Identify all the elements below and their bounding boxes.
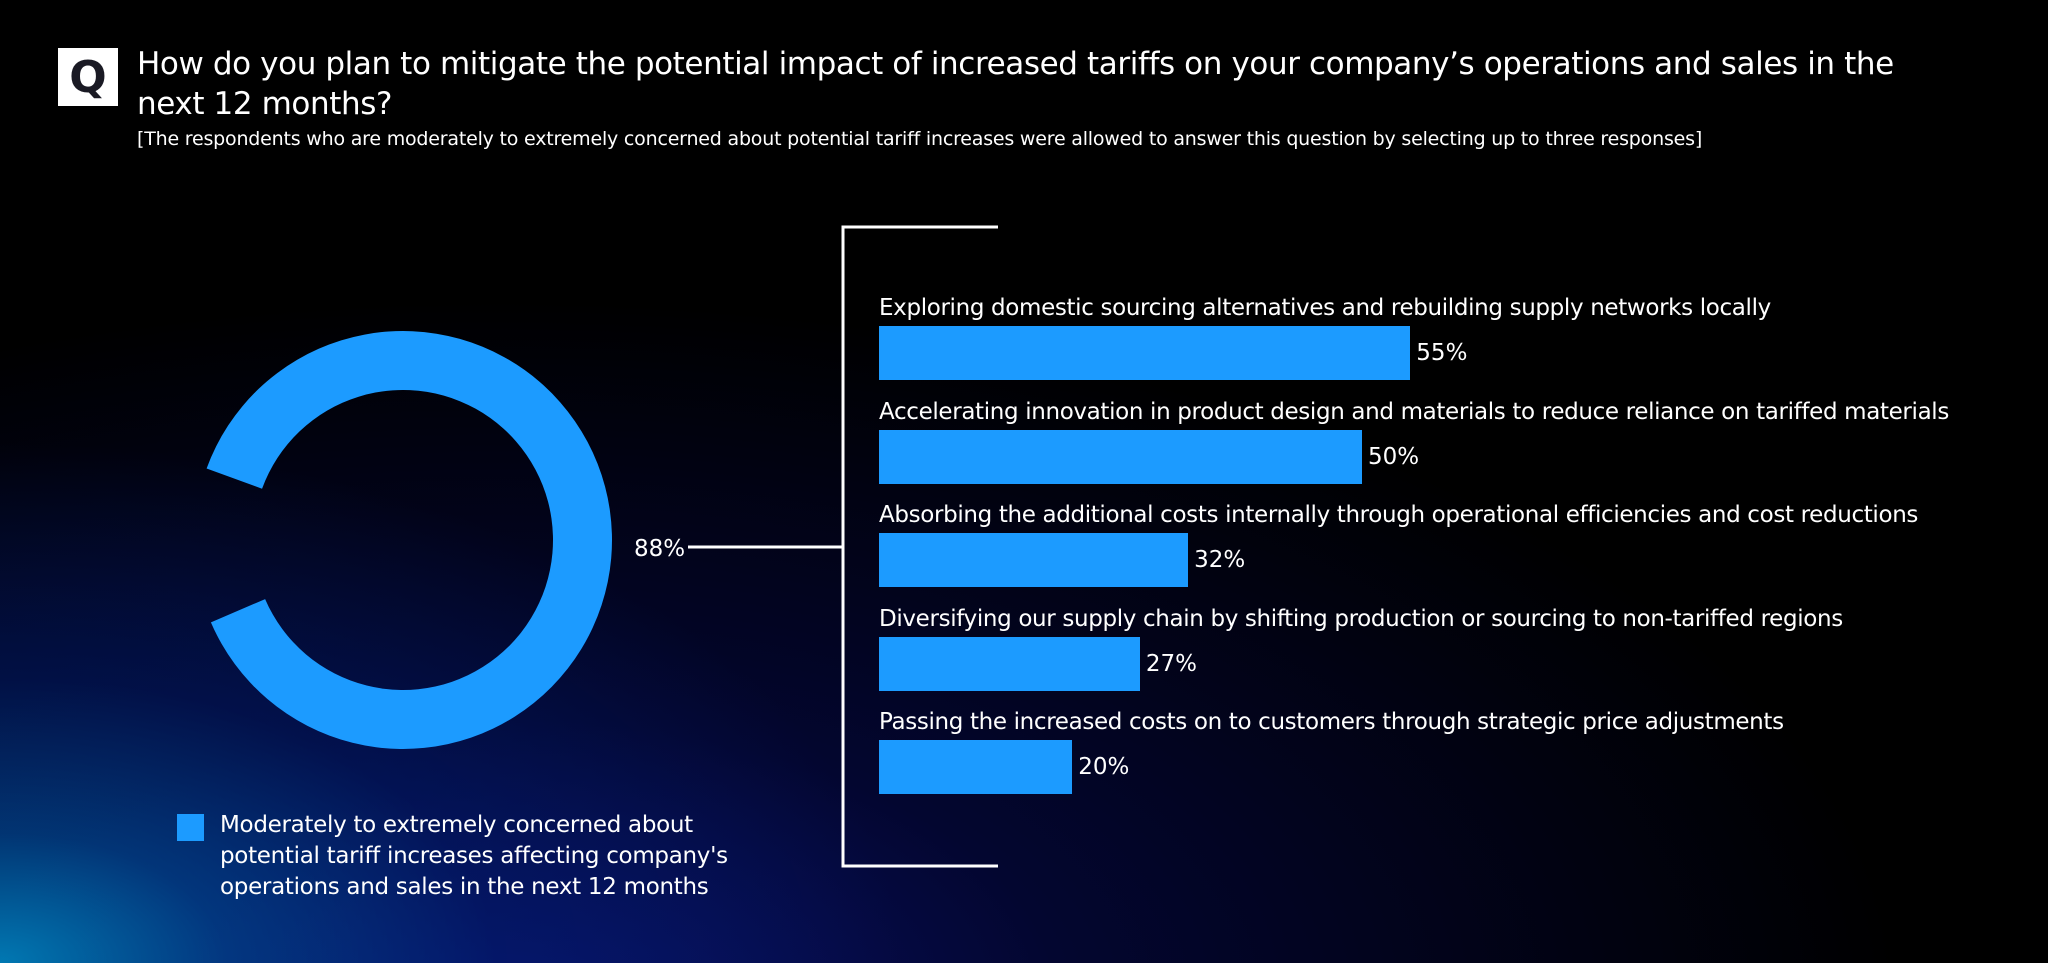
legend-swatch [177,814,204,841]
bar-category-label: Exploring domestic sourcing alternatives… [879,295,1771,321]
bar-category-label: Passing the increased costs on to custom… [879,709,1784,735]
bar-item: Accelerating innovation in product desig… [879,396,2039,484]
bar [879,326,1411,380]
bar [879,533,1189,587]
bar-row: 50% [879,429,2039,484]
page-title: How do you plan to mitigate the potentia… [137,46,1894,122]
bar-category-label: Absorbing the additional costs internall… [879,502,1919,528]
bar [879,740,1073,794]
bar-category-label: Accelerating innovation in product desig… [879,398,1949,425]
bar-value-label: 55% [1416,340,1468,366]
bar-item: Absorbing the additional costs internall… [879,499,2039,587]
bar [879,429,1362,484]
donut-arc-concerned [206,330,612,749]
bar [879,636,1140,691]
bar-row: 20% [879,740,2039,794]
bar-value-label: 27% [1145,650,1197,677]
bar-value-label: 20% [1078,754,1130,780]
donut-value-label: 88% [634,536,686,562]
page-subtitle: [The respondents who are moderately to e… [137,128,1703,150]
bar-category-label: Diversifying our supply chain by shiftin… [879,605,1843,632]
bar-item: Diversifying our supply chain by shiftin… [879,603,2039,691]
bar-value-label: 32% [1194,547,1246,573]
bar-value-label: 50% [1368,443,1420,470]
question-badge: Q [58,48,118,106]
bar-row: 32% [879,533,2039,587]
legend: Moderately to extremely concerned about … [177,810,737,903]
bar-row: 27% [879,636,2039,691]
bar-item: Passing the increased costs on to custom… [879,706,2039,794]
bar-row: 55% [879,326,2039,380]
legend-label: Moderately to extremely concerned about … [220,812,728,900]
bar-item: Exploring domestic sourcing alternatives… [879,292,2039,380]
